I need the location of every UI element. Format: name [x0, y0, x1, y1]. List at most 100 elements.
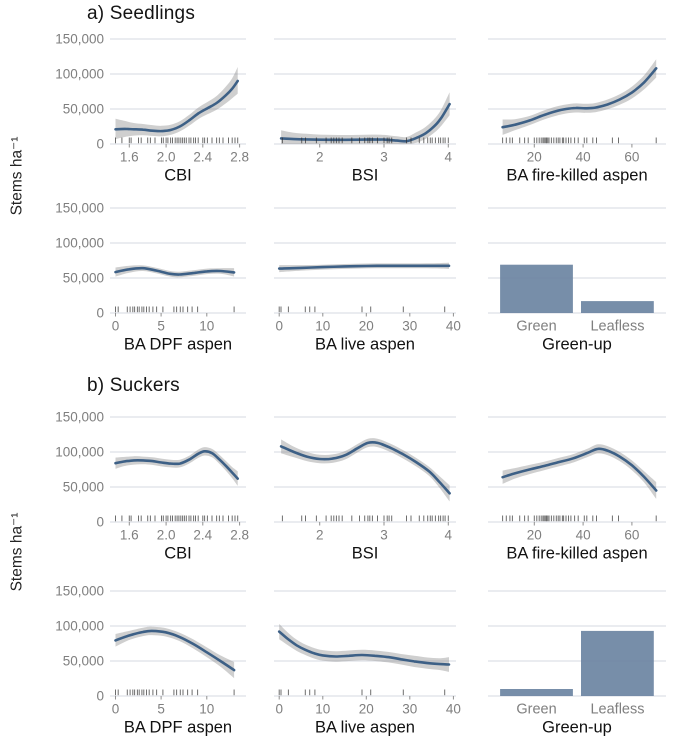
x-tick-label: 60: [624, 150, 639, 165]
rug-marks: [115, 306, 235, 313]
x-tick-label: 20: [527, 150, 542, 165]
trend-line: [114, 449, 239, 480]
x-tick-label: 2.4: [193, 150, 212, 165]
panel-a-ba-fire-killed: 20 40 60 BA fire-killed aspen: [488, 38, 666, 185]
y-tick-label: 150,000: [55, 201, 104, 216]
x-tick-label: 10: [199, 319, 214, 334]
x-axis-title: BA DPF aspen: [124, 719, 232, 737]
bar-leafless: [581, 301, 654, 313]
confidence-band: [279, 623, 449, 672]
x-tick-label: 30: [402, 319, 417, 334]
x-tick-label: 10: [315, 319, 330, 334]
x-axis-title: BA live aspen: [315, 719, 415, 737]
x-axis-title: BSI: [352, 167, 379, 185]
x-axis-title: BSI: [352, 545, 379, 563]
rug-marks: [115, 689, 235, 696]
x-tick-label: 2: [316, 150, 324, 165]
trend-line: [501, 447, 658, 492]
y-axis-label-suckers: Stems ha⁻¹: [8, 512, 26, 592]
panel-b-ba-fire-killed: 20 40 60 BA fire-killed aspen: [488, 416, 666, 563]
x-tick-label: 3: [380, 528, 388, 543]
rug-marks: [281, 137, 449, 144]
y-tick-label: 50,000: [63, 102, 104, 117]
panel-a-ba-dpf: 0 5 10 BA DPF aspen 0 50,000 100,000 150,000: [55, 201, 246, 354]
x-tick-label: 20: [359, 702, 374, 717]
panel-a-ba-live: 0 10 20 30 40 BA live aspen: [274, 207, 461, 354]
x-tick-label: 40: [576, 150, 591, 165]
section-b-title: b) Suckers: [87, 375, 180, 396]
x-axis-title: CBI: [164, 545, 192, 563]
x-tick-label: 0: [275, 702, 283, 717]
x-tick-label: 20: [359, 319, 374, 334]
x-axis-title: BA fire-killed aspen: [506, 167, 647, 185]
y-tick-label: 50,000: [63, 271, 104, 286]
x-tick-label: 40: [446, 702, 461, 717]
bar-leafless: [581, 630, 654, 696]
confidence-band: [115, 67, 238, 140]
x-axis-title: BA DPF aspen: [124, 336, 232, 354]
x-tick-label: 0: [112, 319, 120, 334]
x-tick-label: 20: [527, 528, 542, 543]
panel-a-cbi: 1.6 2.0 2.4 2.8 CBI 0 50,000 100,000 150,000: [55, 32, 249, 185]
x-axis-title: BA fire-killed aspen: [506, 545, 647, 563]
bar-green: [500, 689, 573, 696]
x-tick-label: 3: [380, 150, 388, 165]
x-tick-label: 10: [199, 702, 214, 717]
panel-b-ba-live: 0 10 20 30 40 BA live aspen: [274, 590, 461, 737]
panel-b-cbi: 1.6 2.0 2.4 2.8 CBI 0 50,000 100,000 150,000: [55, 410, 249, 563]
x-tick-label: 4: [445, 150, 453, 165]
category-label: Green: [516, 702, 556, 718]
trend-line: [114, 629, 236, 672]
confidence-band: [115, 447, 238, 486]
x-tick-label: 2.4: [193, 528, 212, 543]
trend-line: [277, 264, 451, 270]
rug-marks: [278, 689, 446, 696]
x-axis-title: CBI: [164, 167, 192, 185]
bar-green: [500, 264, 573, 313]
category-label: Leafless: [590, 319, 644, 335]
y-tick-label: 150,000: [55, 32, 104, 47]
y-tick-label: 0: [96, 515, 104, 530]
x-tick-label: 2.8: [230, 150, 249, 165]
rug-marks: [281, 515, 449, 522]
rug-marks: [502, 515, 657, 522]
y-tick-label: 100,000: [55, 236, 104, 251]
x-axis-title: Green-up: [542, 719, 612, 737]
x-tick-label: 0: [275, 319, 283, 334]
confidence-band: [502, 444, 657, 499]
rug-marks: [115, 137, 239, 144]
confidence-band: [502, 59, 657, 135]
panel-b-bsi: 2 3 4 BSI: [274, 416, 456, 563]
x-tick-label: 1.6: [120, 528, 139, 543]
rug-marks: [115, 515, 239, 522]
rug-marks: [502, 137, 657, 144]
trend-line: [114, 79, 239, 133]
category-label: Leafless: [590, 702, 644, 718]
y-tick-label: 0: [96, 306, 104, 321]
confidence-band: [281, 438, 450, 502]
trend-line: [501, 67, 658, 129]
x-tick-label: 2: [316, 528, 324, 543]
x-tick-label: 60: [624, 528, 639, 543]
y-tick-label: 150,000: [55, 410, 104, 425]
y-axis-label-seedlings: Stems ha⁻¹: [8, 136, 26, 216]
y-tick-label: 100,000: [55, 67, 104, 82]
y-tick-label: 100,000: [55, 445, 104, 460]
trend-line: [114, 266, 236, 276]
x-tick-label: 1.6: [120, 150, 139, 165]
panel-b-ba-dpf: 0 5 10 BA DPF aspen 0 50,000 100,000 150,000: [55, 584, 246, 737]
x-tick-label: 40: [576, 528, 591, 543]
y-tick-label: 50,000: [63, 654, 104, 669]
y-tick-label: 150,000: [55, 584, 104, 599]
x-tick-label: 2.0: [157, 528, 176, 543]
trend-line: [279, 441, 451, 495]
x-tick-label: 40: [446, 319, 461, 334]
x-tick-label: 2.0: [157, 150, 176, 165]
trend-line: [277, 630, 451, 666]
panel-a-bsi: 2 3 4 BSI: [274, 38, 456, 185]
y-tick-label: 100,000: [55, 619, 104, 634]
